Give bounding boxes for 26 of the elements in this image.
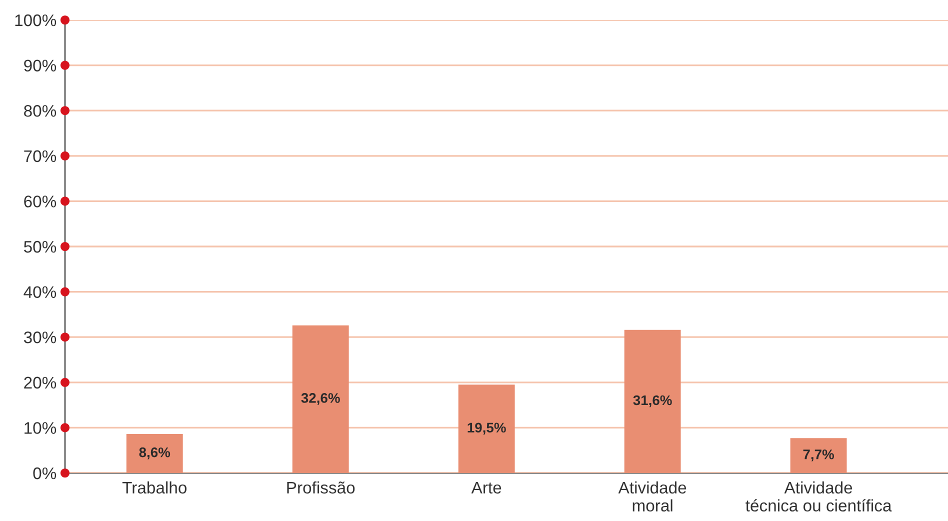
- data-label: 32,6%: [301, 393, 340, 405]
- x-tick-label: Profissão: [287, 481, 355, 494]
- data-label: 31,6%: [633, 395, 672, 408]
- data-label: 7,7%: [803, 449, 834, 462]
- data-label: 19,5%: [468, 422, 506, 435]
- y-tick-label: 70%: [24, 150, 56, 162]
- y-tick-label: 80%: [24, 105, 56, 117]
- y-tick-label: 10%: [24, 422, 56, 434]
- x-tick-label: Atividade técnica ou científica: [746, 481, 892, 512]
- y-tick-label: 60%: [24, 196, 56, 208]
- bar: [458, 384, 515, 473]
- bar: [790, 438, 847, 473]
- x-tick-label: Trabalho: [122, 481, 187, 494]
- y-tick-label: 40%: [24, 286, 56, 298]
- y-tick-label: 30%: [24, 332, 56, 344]
- x-tick-label: Atividade moral: [618, 481, 686, 512]
- bar: [624, 330, 681, 473]
- y-tick-label: 20%: [24, 376, 56, 389]
- bar: [292, 325, 349, 473]
- y-tick-label: 0%: [33, 467, 56, 480]
- y-tick-label: 90%: [24, 60, 56, 72]
- x-tick-label: Arte: [471, 482, 502, 494]
- y-tick-label: 50%: [24, 240, 56, 253]
- bar: [126, 434, 183, 473]
- y-tick-label: 100%: [15, 14, 56, 26]
- data-label: 8,6%: [139, 447, 170, 460]
